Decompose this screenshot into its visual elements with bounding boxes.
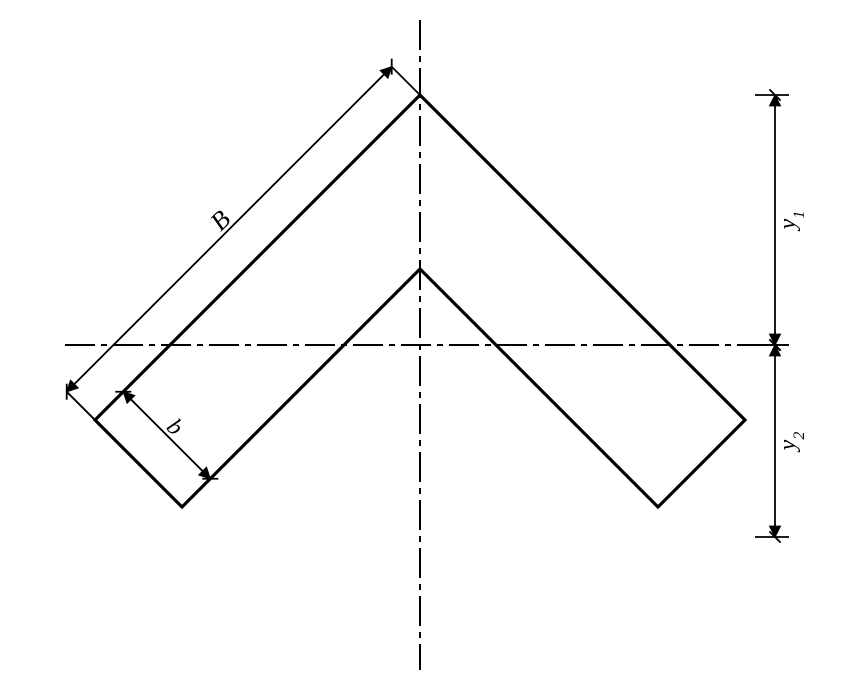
dim-y2: y2 xyxy=(755,339,808,542)
dim-y2-label: y2 xyxy=(775,432,808,453)
diagram-svg: Bb y1 y2 xyxy=(0,0,858,693)
dim-B-label: B xyxy=(205,204,237,236)
dim-b-label: b xyxy=(161,414,188,441)
dim-b: b xyxy=(95,392,218,507)
dim-y1-label: y1 xyxy=(775,211,808,232)
dim-B: B xyxy=(67,59,420,420)
dim-y1: y1 xyxy=(755,89,808,350)
